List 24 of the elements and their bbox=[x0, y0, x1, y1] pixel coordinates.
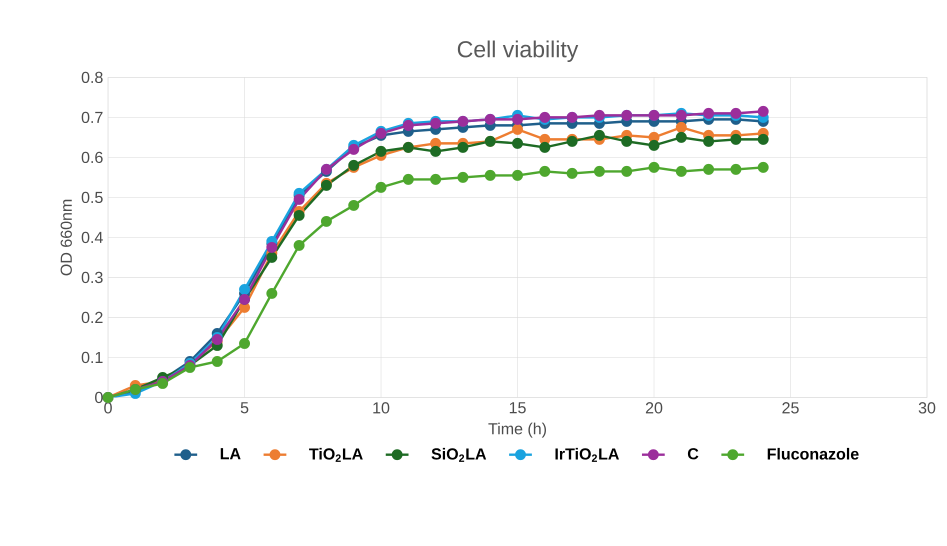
y-tick-label: 0.8 bbox=[82, 72, 103, 83]
legend-label: Fluconazole bbox=[768, 448, 859, 460]
y-axis-title: OD 660nm bbox=[60, 200, 72, 276]
y-tick-label: 0.7 bbox=[82, 112, 103, 123]
legend-label: C bbox=[688, 448, 698, 460]
legend-label: TiO$_{2}$LA bbox=[309, 448, 363, 462]
y-tick-label: 0.6 bbox=[82, 152, 103, 163]
x-tick-label: 25 bbox=[782, 402, 799, 414]
legend-label: IrTiO$_{2}$LA bbox=[555, 448, 619, 462]
x-tick-label: 15 bbox=[510, 402, 526, 414]
y-tick-label: 0.2 bbox=[82, 312, 103, 324]
x-tick-label: 30 bbox=[918, 402, 936, 414]
chart-title: Cell viability bbox=[458, 40, 578, 62]
y-tick-label: 0.1 bbox=[82, 352, 103, 364]
x-axis-title: Time (h) bbox=[488, 422, 546, 438]
y-tick-label: 0.5 bbox=[82, 192, 103, 203]
x-tick-label: 10 bbox=[373, 402, 390, 414]
y-tick-label: 0.3 bbox=[82, 272, 103, 283]
y-tick-label: 0.4 bbox=[82, 232, 103, 243]
y-tick-label: 0 bbox=[95, 392, 103, 404]
x-tick-label: 20 bbox=[646, 402, 662, 414]
legend-label: SiO$_{2}$LA bbox=[432, 448, 486, 462]
legend-label: LA bbox=[220, 448, 241, 460]
x-tick-label: 5 bbox=[240, 402, 248, 414]
